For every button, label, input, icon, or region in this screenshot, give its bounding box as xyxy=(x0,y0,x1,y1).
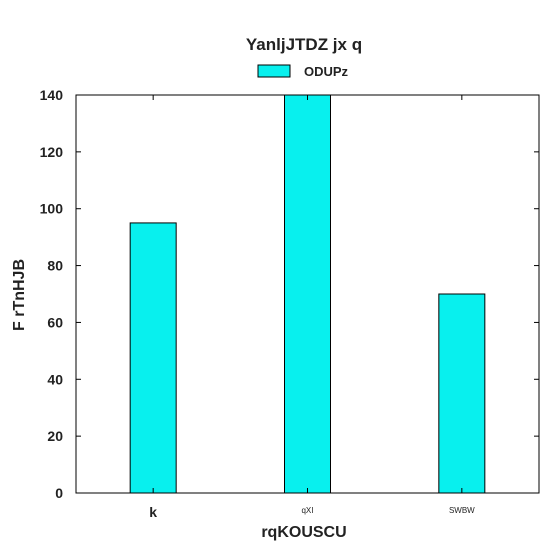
y-tick-label: 80 xyxy=(47,258,63,274)
x-tick-label: SWBW xyxy=(449,506,475,515)
y-tick-label: 20 xyxy=(47,428,63,444)
x-tick-label: qXI xyxy=(301,506,313,515)
y-tick-label: 0 xyxy=(55,485,63,501)
y-axis-label: F rTnHJB xyxy=(11,259,28,331)
bar-k xyxy=(129,222,177,494)
legend-swatch xyxy=(257,64,291,78)
legend: ODUPz xyxy=(257,64,349,79)
y-tick-label: 140 xyxy=(40,87,64,103)
y-tick-label: 40 xyxy=(47,371,63,387)
chart-title: YanljJTDZ jx q xyxy=(246,35,362,54)
y-tick-label: 100 xyxy=(40,201,64,217)
legend-label: ODUPz xyxy=(304,64,349,79)
bar-SWBW xyxy=(438,293,486,494)
x-tick-label: k xyxy=(149,504,157,520)
bar-qXI xyxy=(284,94,331,494)
y-tick-label: 60 xyxy=(47,314,63,330)
x-axis-label: rqKOUSCU xyxy=(261,524,346,541)
y-tick-label: 120 xyxy=(40,144,64,160)
plot-area: 0 20 40 60 80 100 120 140 k qXI SWBW xyxy=(40,87,540,520)
